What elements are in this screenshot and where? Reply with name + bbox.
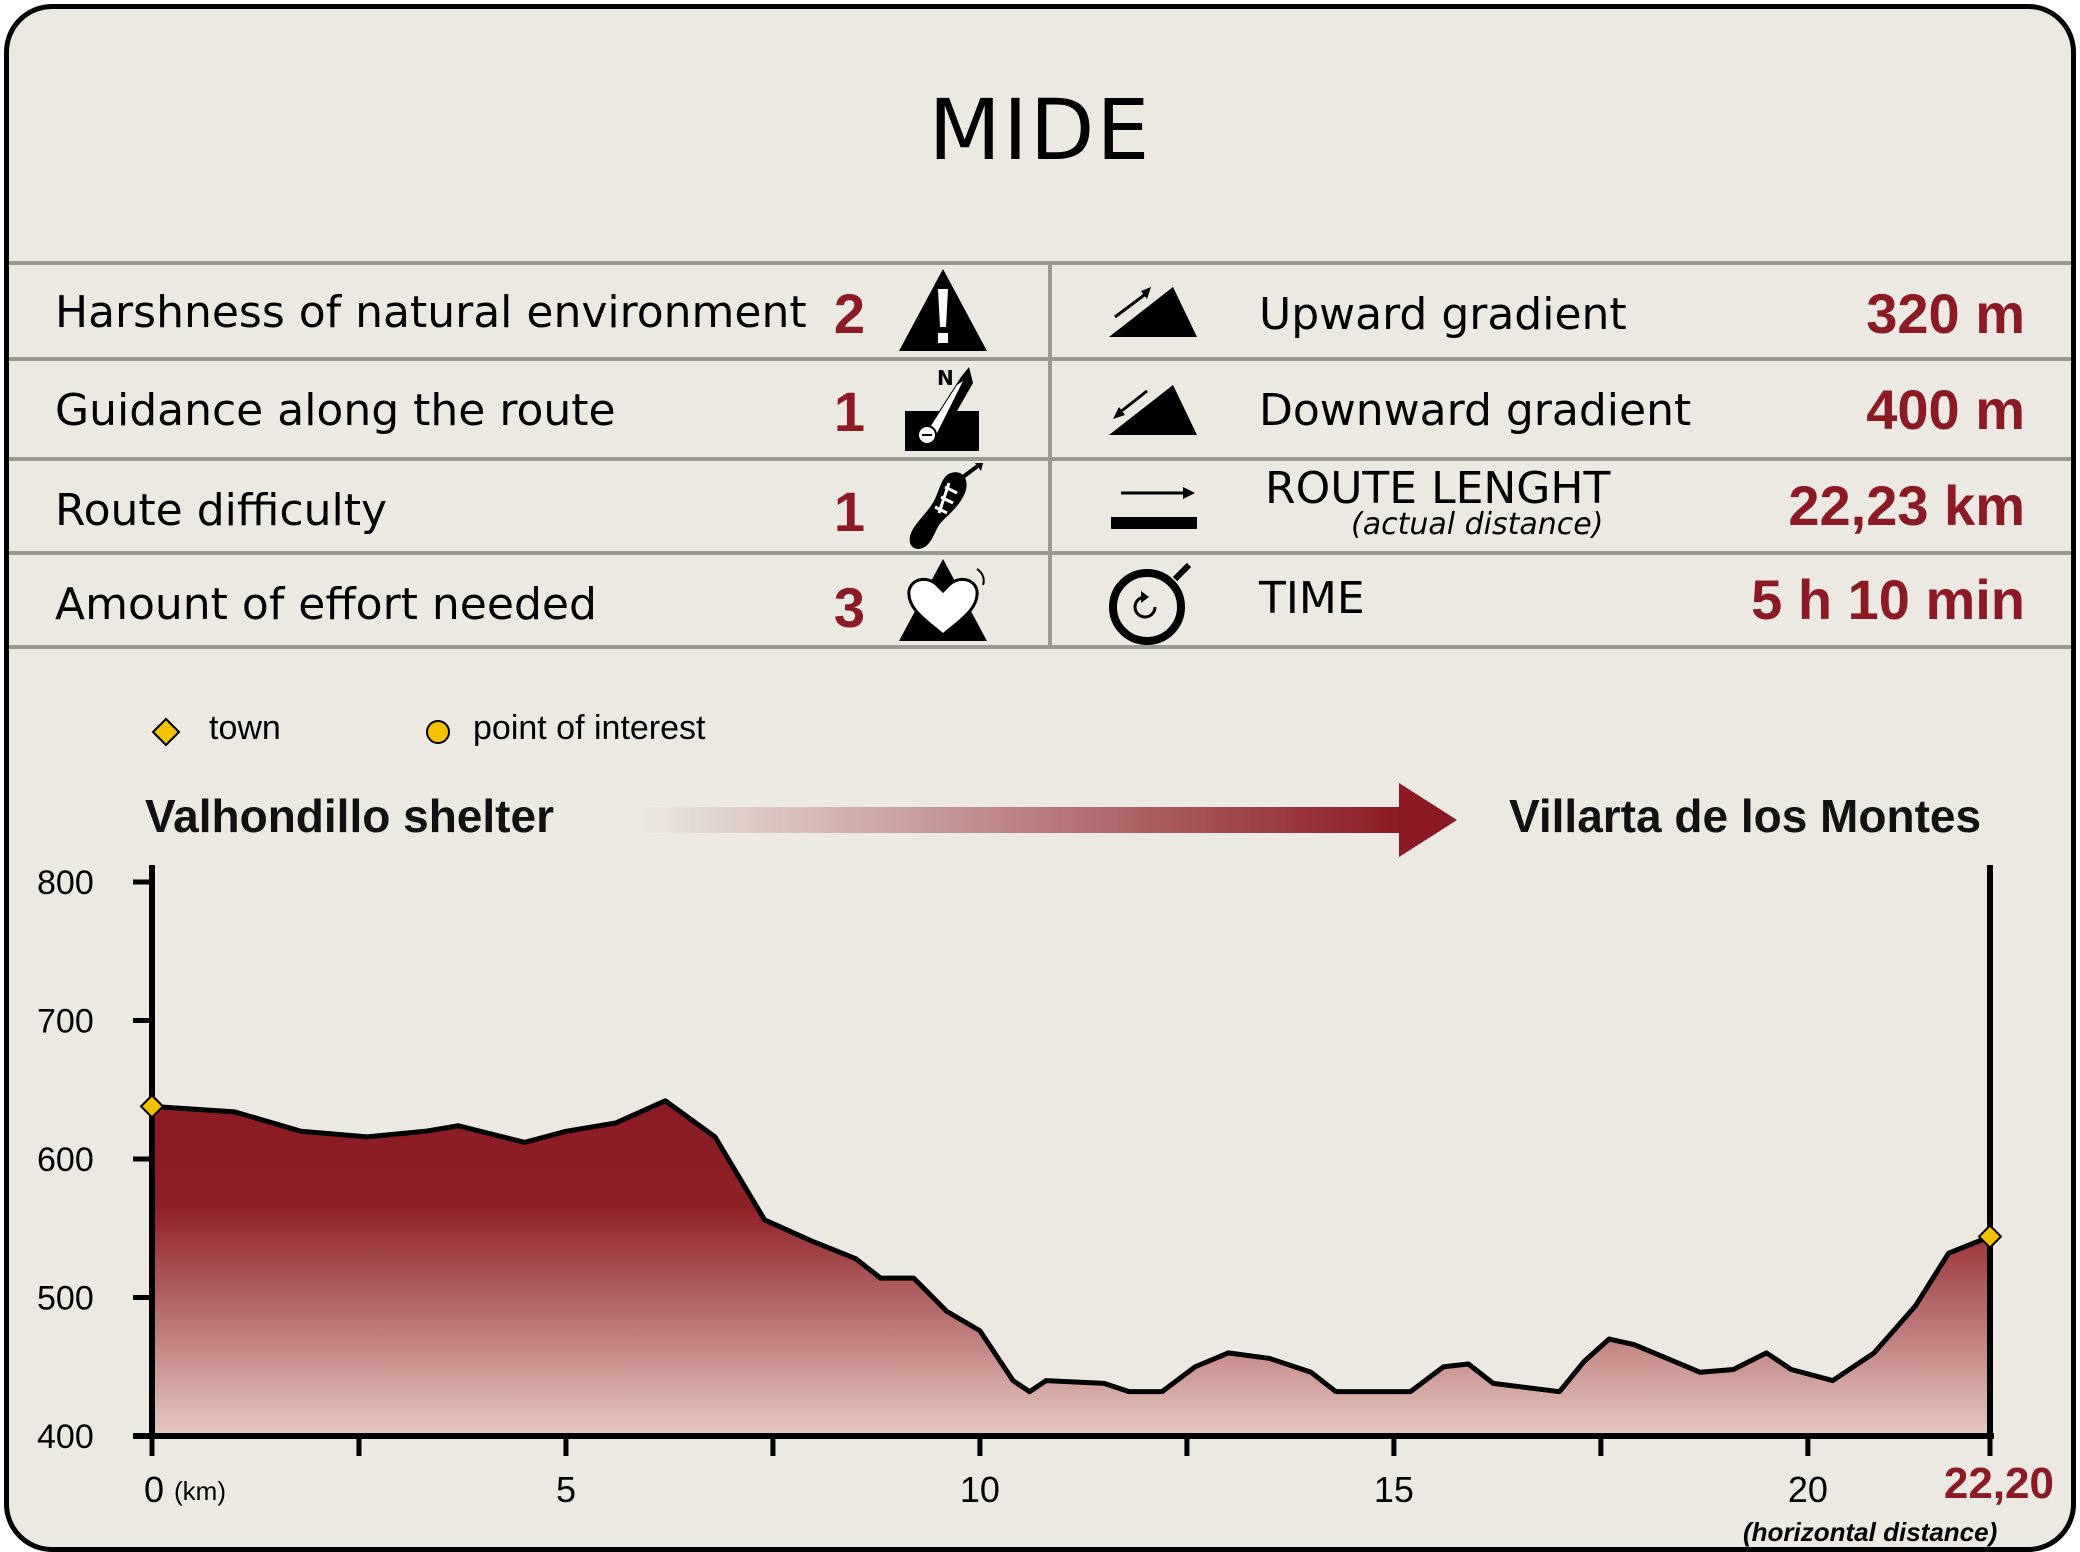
divider bbox=[9, 357, 2071, 361]
elevation-area bbox=[152, 1100, 1990, 1436]
divider bbox=[9, 645, 2071, 649]
page-title: MIDE bbox=[928, 81, 1152, 179]
downward-gradient-value: 400 m bbox=[1866, 378, 2025, 441]
time-label: TIME bbox=[1259, 573, 1365, 624]
x-tick-label: 0 bbox=[144, 1469, 164, 1510]
mide-label-guidance: Guidance along the route bbox=[55, 385, 616, 436]
divider bbox=[9, 261, 2071, 265]
compass-icon: N bbox=[905, 366, 979, 451]
y-tick-label: 400 bbox=[37, 1418, 94, 1456]
heart-icon bbox=[899, 559, 987, 641]
x-tick-label: 5 bbox=[556, 1469, 576, 1510]
end-place: Villarta de los Montes bbox=[1509, 790, 1982, 842]
direction-arrow-icon bbox=[639, 783, 1457, 857]
legend-poi: point of interest bbox=[473, 709, 706, 747]
mide-value-effort: 3 bbox=[833, 576, 865, 639]
upward-gradient-label: Upward gradient bbox=[1259, 289, 1627, 340]
distance-icon bbox=[1111, 487, 1197, 529]
legend-town: town bbox=[209, 709, 281, 747]
uphill-icon bbox=[1109, 287, 1197, 337]
svg-text:N: N bbox=[937, 366, 954, 390]
y-tick-label: 700 bbox=[37, 1003, 94, 1041]
downhill-icon bbox=[1109, 385, 1197, 435]
town-marker-icon bbox=[151, 717, 181, 747]
divider bbox=[9, 457, 2071, 461]
upward-gradient-value: 320 m bbox=[1866, 282, 2025, 345]
start-place: Valhondillo shelter bbox=[145, 790, 554, 842]
town-marker bbox=[1977, 1224, 2003, 1249]
x-end-label: 22,20 bbox=[1944, 1459, 2054, 1508]
mide-label-effort: Amount of effort needed bbox=[55, 579, 597, 630]
route-length-label: ROUTE LENGHT bbox=[1265, 463, 1611, 514]
poi-marker-icon bbox=[426, 720, 450, 744]
route-length-sublabel: (actual distance) bbox=[1351, 507, 1604, 542]
stopwatch-icon bbox=[1109, 562, 1192, 645]
mide-value-difficulty: 1 bbox=[833, 480, 865, 543]
route-length-value: 22,23 km bbox=[1788, 474, 2025, 537]
mide-label-harshness: Harshness of natural environment bbox=[55, 287, 807, 338]
town-marker bbox=[139, 1093, 165, 1119]
x-tick-label: 20 bbox=[1788, 1469, 1828, 1510]
downward-gradient-label: Downward gradient bbox=[1259, 385, 1692, 436]
elevation-line bbox=[151, 1098, 1991, 1395]
column-divider bbox=[1048, 265, 1052, 645]
mide-value-guidance: 1 bbox=[833, 380, 865, 443]
footprint-icon bbox=[909, 463, 983, 549]
mide-card: MIDE Harshness of natural environment 2 … bbox=[4, 4, 2076, 1552]
y-tick-label: 600 bbox=[37, 1141, 94, 1179]
divider bbox=[9, 551, 2071, 555]
x-unit-label: (km) bbox=[174, 1476, 226, 1506]
x-tick-label: 15 bbox=[1374, 1469, 1414, 1510]
time-value: 5 h 10 min bbox=[1751, 568, 2025, 631]
warning-icon bbox=[899, 269, 987, 351]
mide-label-difficulty: Route difficulty bbox=[55, 485, 387, 536]
x-tick-label: 10 bbox=[960, 1469, 1000, 1510]
mide-value-harshness: 2 bbox=[833, 282, 865, 345]
horizontal-distance-note: (horizontal distance) bbox=[1743, 1517, 1998, 1547]
y-tick-label: 500 bbox=[37, 1280, 94, 1318]
elevation-chart: 400 500 600 700 800 0 5 10 15 20 (km) 22,20 bbox=[37, 864, 2054, 1510]
y-tick-label: 800 bbox=[37, 864, 94, 902]
